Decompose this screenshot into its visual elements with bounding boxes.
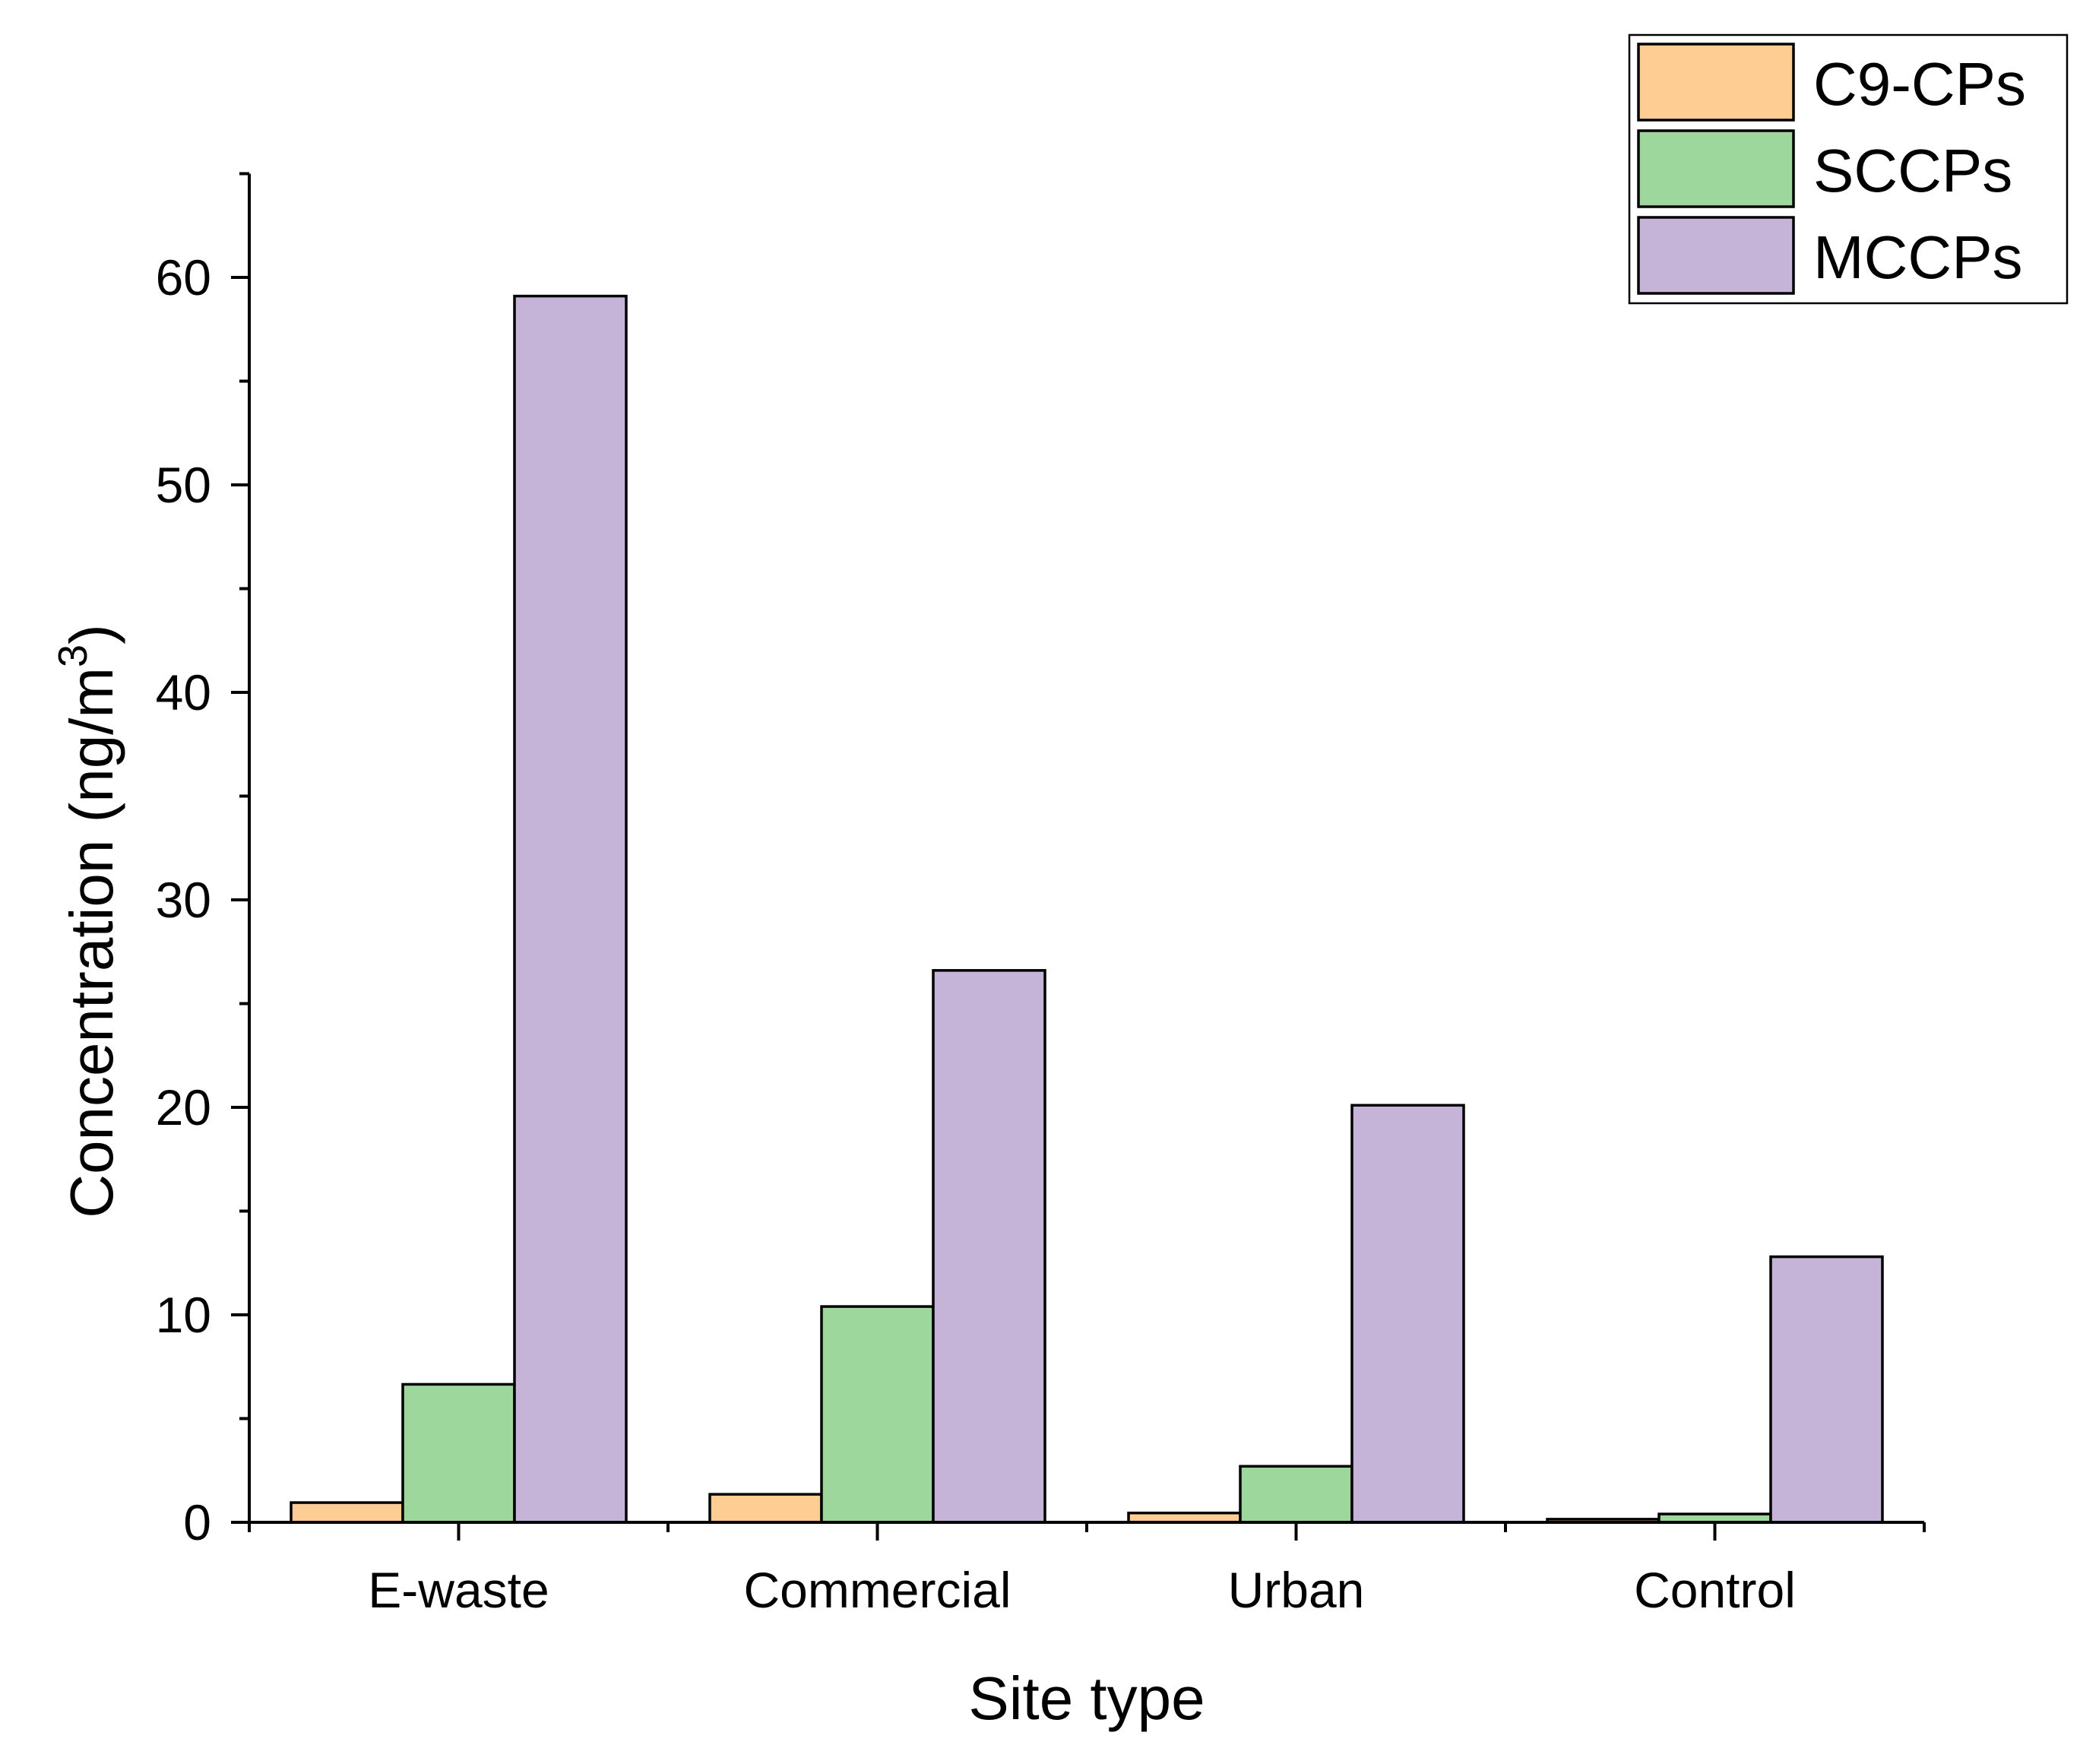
y-tick-label: 30 — [156, 872, 211, 928]
bars-layer — [290, 294, 1884, 1524]
legend-label-c9-cps: C9-CPs — [1813, 50, 2026, 118]
legend-swatch-c9-cps — [1637, 43, 1795, 122]
y-tick-label: 40 — [156, 664, 211, 720]
y-tick-label: 0 — [183, 1494, 211, 1550]
bar-sccps-e-waste — [401, 1382, 516, 1524]
x-tick-label: Urban — [1228, 1562, 1365, 1618]
bar-c9-cps-e-waste — [290, 1501, 404, 1524]
y-axis-title: Concentration (ng/m3) — [50, 624, 125, 1218]
bar-mccps-commercial — [932, 969, 1046, 1524]
bar-mccps-urban — [1350, 1104, 1465, 1524]
y-tick-label: 20 — [156, 1079, 211, 1135]
legend-label-sccps: SCCPs — [1813, 137, 2012, 204]
y-axis-title-superscript: 3 — [50, 644, 96, 667]
y-axis-title-main: Concentration (ng/m — [58, 667, 125, 1218]
x-tick-label: E-waste — [368, 1562, 549, 1618]
x-axis-title: Site type — [968, 1664, 1205, 1732]
y-tick-label: 50 — [156, 457, 211, 513]
y-axis-title-close: ) — [58, 624, 125, 644]
bar-mccps-e-waste — [513, 294, 628, 1524]
bar-sccps-urban — [1239, 1465, 1353, 1524]
legend-swatch-sccps — [1637, 129, 1795, 208]
legend-label-mccps: MCCPs — [1813, 223, 2023, 291]
bar-mccps-control — [1769, 1255, 1884, 1524]
legend-swatch-mccps — [1637, 216, 1795, 295]
bar-c9-cps-commercial — [708, 1493, 823, 1524]
axes-layer: E-waste Commercial Urban Control 0 10 20 30 40 50… — [156, 172, 1926, 1618]
x-tick-label: Control — [1634, 1562, 1796, 1618]
bar-sccps-commercial — [820, 1305, 935, 1524]
x-tick-label: Commercial — [743, 1562, 1011, 1618]
y-tick-label: 60 — [156, 249, 211, 306]
y-tick-label: 10 — [156, 1287, 211, 1343]
legend: C9-CPs SCCPs MCCPs — [1628, 33, 2069, 305]
